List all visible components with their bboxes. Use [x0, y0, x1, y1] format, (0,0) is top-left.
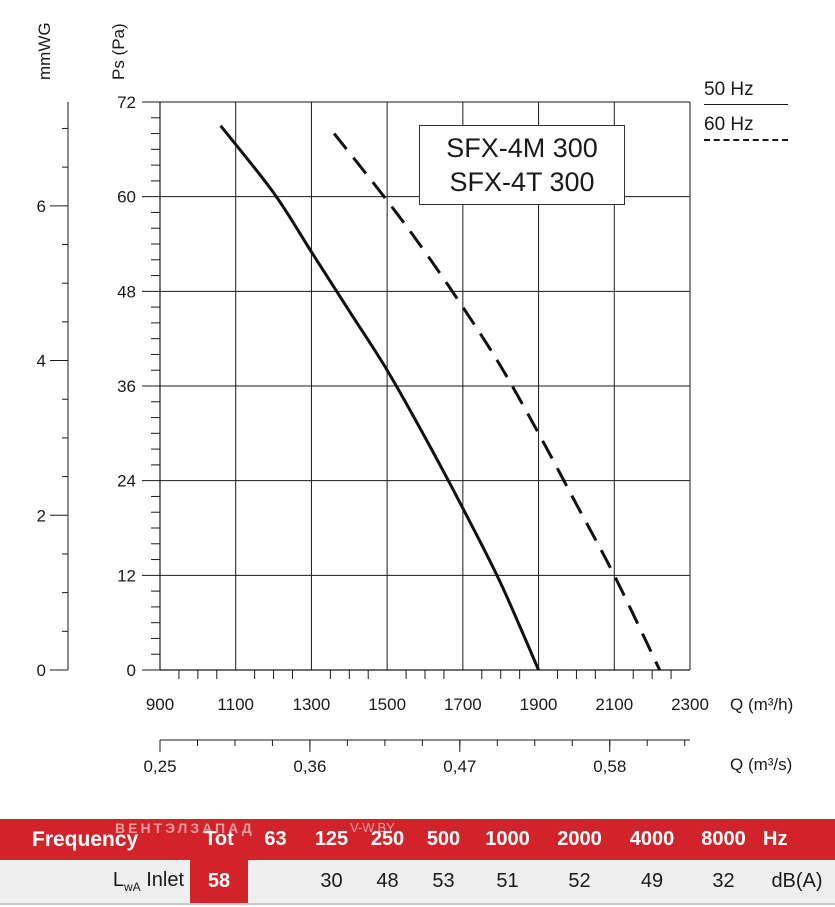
lwa-inlet: Inlet [140, 869, 184, 891]
legend-60hz-line [704, 139, 788, 141]
value-8000: 32 [688, 860, 759, 905]
watermark-right: V-W.BY [350, 820, 395, 835]
value-63 [248, 860, 303, 905]
y-tick-label: 36 [117, 377, 136, 396]
chart-title-box: SFX-4M 300 SFX-4T 300 [419, 125, 625, 205]
lwa-sub: wA [123, 880, 141, 894]
x-tick-label: 1500 [368, 695, 406, 714]
chart-title-line-1: SFX-4M 300 [446, 133, 598, 163]
x-tick-label: 2100 [595, 695, 633, 714]
mmwg-axis-title: mmWG [35, 22, 54, 80]
spectrum-header-row: Frequency Tot 63 125 250 500 1000 2000 4… [0, 819, 835, 860]
series-curve-60hz [332, 132, 662, 671]
value-2000: 52 [543, 860, 616, 905]
y-tick-label: 72 [117, 93, 136, 112]
x-tick-label: 1900 [520, 695, 558, 714]
series-curve-50hz [219, 124, 540, 671]
tot-value: 58 [190, 860, 248, 905]
x-axis-title: Q (m³/h) [730, 695, 793, 714]
band-250: 250 [360, 819, 415, 860]
mmwg-tick-label: 0 [37, 661, 46, 680]
band-125: 125 [303, 819, 360, 860]
y-axis-title: Ps (Pa) [109, 23, 128, 80]
value-500: 53 [415, 860, 472, 905]
value-4000: 49 [616, 860, 688, 905]
y-tick-label: 24 [117, 472, 136, 491]
mmwg-tick-label: 4 [37, 352, 46, 371]
value-250: 48 [360, 860, 415, 905]
band-8000: 8000 [688, 819, 759, 860]
x-tick-label: 900 [146, 695, 174, 714]
mmwg-tick-label: 6 [37, 197, 46, 216]
dba-unit: dB(A) [759, 860, 835, 905]
m3s-tick-label: 0,47 [443, 757, 476, 776]
y-tick-label: 0 [127, 661, 136, 680]
x-tick-label: 2300 [671, 695, 709, 714]
tot-header: Tot [190, 819, 248, 860]
m3s-axis-title: Q (m³/s) [730, 755, 792, 774]
band-63: 63 [248, 819, 303, 860]
y-tick-label: 60 [117, 188, 136, 207]
x-tick-label: 1300 [293, 695, 331, 714]
hz-unit: Hz [759, 819, 835, 860]
legend-50hz-label: 50 Hz [704, 79, 754, 100]
y-tick-label: 12 [117, 566, 136, 585]
m3s-tick-label: 0,36 [293, 757, 326, 776]
legend-60hz-label: 60 Hz [704, 114, 754, 135]
band-4000: 4000 [616, 819, 688, 860]
chart-title-line-2: SFX-4T 300 [449, 167, 595, 197]
band-500: 500 [415, 819, 472, 860]
mmwg-tick-label: 2 [37, 506, 46, 525]
watermark-left: ВЕНТЭЛЗАПАД [115, 820, 255, 836]
frequency-label: Frequency [0, 819, 190, 860]
legend-50hz-line [704, 104, 788, 105]
m3s-tick-label: 0,58 [593, 757, 626, 776]
y-tick-label: 48 [117, 282, 136, 301]
lwa-inlet-label: LwA Inlet [0, 860, 190, 905]
spectrum-values-row: LwA Inlet 58 30 48 53 51 52 49 32 dB(A) [0, 860, 835, 905]
sound-spectrum-table: Frequency Tot 63 125 250 500 1000 2000 4… [0, 819, 835, 905]
x-tick-label: 1100 [217, 695, 254, 714]
value-1000: 51 [472, 860, 543, 905]
x-tick-label: 1700 [444, 695, 482, 714]
lwa-l: L [112, 869, 124, 891]
band-2000: 2000 [543, 819, 616, 860]
m3s-tick-label: 0,25 [143, 757, 176, 776]
band-1000: 1000 [472, 819, 543, 860]
value-125: 30 [303, 860, 360, 905]
